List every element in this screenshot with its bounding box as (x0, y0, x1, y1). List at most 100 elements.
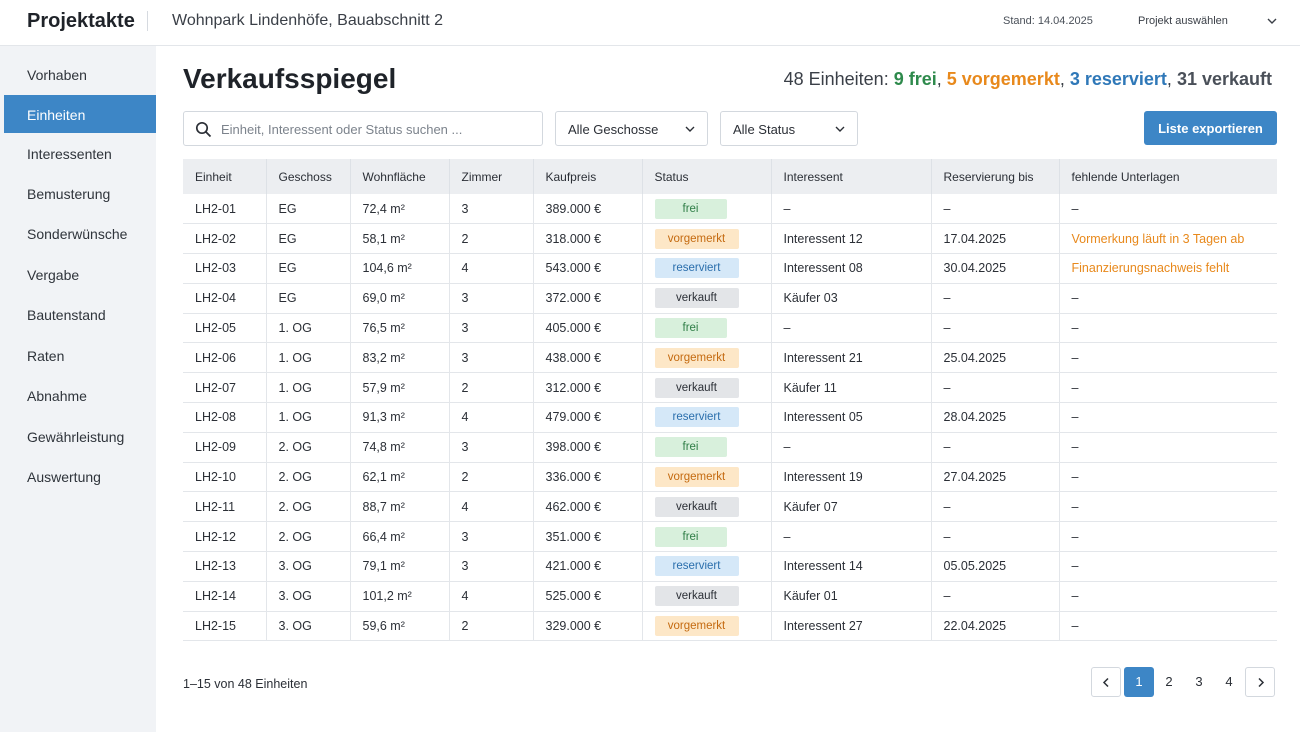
table-cell: 17.04.2025 (931, 223, 1060, 255)
table-cell: LH2-08 (183, 402, 267, 433)
table-cell: 2 (449, 611, 534, 642)
table-cell: 88,7 m² (350, 491, 450, 523)
table-cell: 1. OG (266, 372, 351, 404)
column-header[interactable]: Zimmer (449, 159, 534, 194)
status-filter-label: Alle Status (733, 122, 796, 137)
column-header[interactable]: Status (642, 159, 772, 194)
table-cell: – (931, 194, 1060, 225)
table-cell: – (1059, 342, 1277, 374)
table-cell: 79,1 m² (350, 551, 450, 582)
table-cell: – (931, 372, 1060, 404)
table-cell: 4 (449, 253, 534, 284)
column-header[interactable]: Kaufpreis (533, 159, 643, 194)
sidebar-item-auswertung[interactable]: Auswertung (27, 469, 101, 485)
table-row[interactable]: LH2-02 EG 58,1 m² 2 318.000 € vorgemerkt Inter… (183, 223, 1277, 255)
table-cell: LH2-04 (183, 283, 267, 314)
table-cell: – (1059, 194, 1277, 225)
table-cell: – (771, 432, 932, 463)
column-header[interactable]: Wohnfläche (350, 159, 450, 194)
status-cell: frei (642, 521, 772, 553)
app-brand: Projektakte (27, 10, 135, 32)
floor-filter-label: Alle Geschosse (568, 122, 659, 137)
sidebar-item-sonderwünsche[interactable]: Sonderwünsche (27, 226, 128, 242)
summary-frei: 9 frei (893, 69, 937, 89)
sidebar-item-vergabe[interactable]: Vergabe (27, 267, 80, 283)
status-badge: vorgemerkt (654, 616, 739, 637)
sidebar: Vorhaben Einheiten Interessenten Bemusterun… (0, 46, 156, 732)
project-select-label: Projekt auswählen (1138, 15, 1228, 27)
summary-prefix: 48 Einheiten: (783, 69, 889, 89)
page-button-4[interactable]: 4 (1225, 674, 1233, 689)
next-page-button[interactable] (1245, 667, 1275, 697)
table-row[interactable]: LH2-01 EG 72,4 m² 3 389.000 € frei – – – (183, 194, 1277, 225)
table-cell: 72,4 m² (350, 194, 450, 225)
table-cell: 05.05.2025 (931, 551, 1060, 582)
sidebar-item-raten[interactable]: Raten (27, 348, 65, 364)
table-row[interactable]: LH2-15 3. OG 59,6 m² 2 329.000 € vorgemerkt In… (183, 611, 1277, 642)
export-list-button[interactable]: Liste exportieren (1144, 111, 1277, 145)
page-button-1[interactable]: 1 (1124, 667, 1154, 697)
table-cell: – (1059, 402, 1277, 433)
table-row[interactable]: LH2-10 2. OG 62,1 m² 2 336.000 € vorgemerkt In… (183, 462, 1277, 493)
table-cell: 3. OG (266, 611, 351, 642)
table-cell: 74,8 m² (350, 432, 450, 463)
table-row[interactable]: LH2-11 2. OG 88,7 m² 4 462.000 € verkauft Käuf… (183, 491, 1277, 523)
table-row[interactable]: LH2-04 EG 69,0 m² 3 372.000 € verkauft Käufer … (183, 283, 1277, 314)
sidebar-item-bemusterung[interactable]: Bemusterung (27, 186, 111, 202)
column-header[interactable]: Geschoss (266, 159, 351, 194)
status-filter-select[interactable]: Alle Status (720, 111, 858, 146)
table-cell: 1. OG (266, 342, 351, 374)
floor-filter-select[interactable]: Alle Geschosse (555, 111, 708, 146)
table-cell: Käufer 07 (771, 491, 932, 523)
sidebar-item-bautenstand[interactable]: Bautenstand (27, 307, 106, 323)
project-name: Wohnpark Lindenhöfe, Bauabschnitt 2 (172, 12, 444, 29)
table-cell: LH2-14 (183, 581, 267, 612)
units-table-container: Einheit Geschoss Wohnfläche Zimmer Kaufpreis… (183, 159, 1277, 642)
table-cell: 421.000 € (533, 551, 643, 582)
search-input[interactable] (221, 118, 531, 140)
column-header[interactable]: Interessent (771, 159, 932, 194)
table-row[interactable]: LH2-06 1. OG 83,2 m² 3 438.000 € vorgemerkt In… (183, 342, 1277, 374)
table-row[interactable]: LH2-13 3. OG 79,1 m² 3 421.000 € reserviert In… (183, 551, 1277, 582)
page-button-2[interactable]: 2 (1165, 674, 1173, 689)
table-cell: LH2-06 (183, 342, 267, 374)
project-select-dropdown[interactable]: Projekt auswählen (1128, 8, 1288, 34)
table-cell: – (1059, 551, 1277, 582)
table-cell: LH2-02 (183, 223, 267, 255)
table-cell: 3 (449, 283, 534, 314)
column-header[interactable]: fehlende Unterlagen (1059, 159, 1277, 194)
table-row[interactable]: LH2-09 2. OG 74,8 m² 3 398.000 € frei – – – (183, 432, 1277, 463)
sidebar-item-vorhaben[interactable]: Vorhaben (27, 67, 87, 83)
sidebar-item-gewährleistung[interactable]: Gewährleistung (27, 429, 125, 445)
table-row[interactable]: LH2-03 EG 104,6 m² 4 543.000 € reserviert Inte… (183, 253, 1277, 284)
sidebar-item-abnahme[interactable]: Abnahme (27, 388, 87, 404)
status-cell: frei (642, 194, 772, 225)
table-cell: LH2-13 (183, 551, 267, 582)
table-cell: LH2-09 (183, 432, 267, 463)
pagination-count: 1–15 von 48 Einheiten (183, 677, 308, 691)
page-button-3[interactable]: 3 (1195, 674, 1203, 689)
sidebar-item-interessenten[interactable]: Interessenten (27, 146, 112, 162)
status-badge: verkauft (654, 496, 739, 517)
table-cell: EG (266, 283, 351, 314)
table-row[interactable]: LH2-08 1. OG 91,3 m² 4 479.000 € reserviert In… (183, 402, 1277, 433)
column-header[interactable]: Reservierung bis (931, 159, 1060, 194)
table-cell: 329.000 € (533, 611, 643, 642)
table-cell: 58,1 m² (350, 223, 450, 255)
table-row[interactable]: LH2-05 1. OG 76,5 m² 3 405.000 € frei – – – (183, 313, 1277, 344)
sidebar-item-einheiten[interactable]: Einheiten (4, 95, 156, 133)
status-badge: frei (654, 437, 727, 458)
table-cell: Interessent 27 (771, 611, 932, 642)
table-cell: 3 (449, 551, 534, 582)
table-cell: – (931, 283, 1060, 314)
table-cell: 3 (449, 521, 534, 553)
prev-page-button[interactable] (1091, 667, 1121, 697)
table-cell: Käufer 11 (771, 372, 932, 404)
table-row[interactable]: LH2-07 1. OG 57,9 m² 2 312.000 € verkauft Käuf… (183, 372, 1277, 404)
table-row[interactable]: LH2-12 2. OG 66,4 m² 3 351.000 € frei – – – (183, 521, 1277, 553)
table-cell: 2. OG (266, 462, 351, 493)
column-header[interactable]: Einheit (183, 159, 267, 194)
table-cell: 372.000 € (533, 283, 643, 314)
table-row[interactable]: LH2-14 3. OG 101,2 m² 4 525.000 € verkauft Käu… (183, 581, 1277, 612)
table-cell: LH2-07 (183, 372, 267, 404)
